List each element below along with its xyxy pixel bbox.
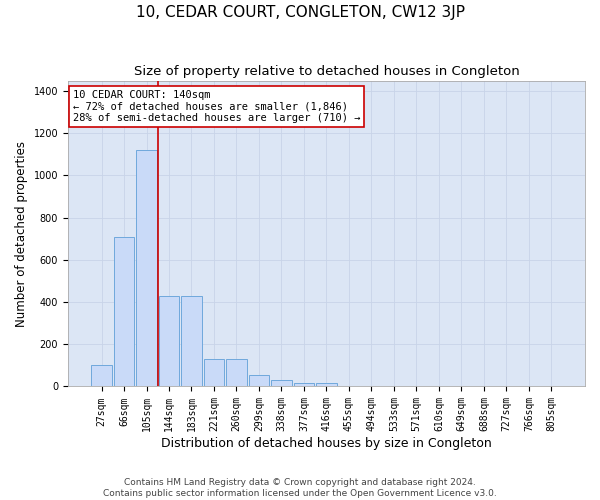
Text: 10 CEDAR COURT: 140sqm
← 72% of detached houses are smaller (1,846)
28% of semi-: 10 CEDAR COURT: 140sqm ← 72% of detached… <box>73 90 361 123</box>
Bar <box>159 296 179 386</box>
Bar <box>114 236 134 386</box>
Bar <box>226 359 247 386</box>
Text: Contains HM Land Registry data © Crown copyright and database right 2024.
Contai: Contains HM Land Registry data © Crown c… <box>103 478 497 498</box>
Title: Size of property relative to detached houses in Congleton: Size of property relative to detached ho… <box>134 65 520 78</box>
Bar <box>136 150 157 386</box>
Bar <box>181 296 202 386</box>
Y-axis label: Number of detached properties: Number of detached properties <box>15 140 28 326</box>
Bar <box>249 375 269 386</box>
Bar <box>294 384 314 386</box>
Text: 10, CEDAR COURT, CONGLETON, CW12 3JP: 10, CEDAR COURT, CONGLETON, CW12 3JP <box>136 5 464 20</box>
Bar <box>204 359 224 386</box>
Bar <box>91 366 112 386</box>
Bar <box>316 384 337 386</box>
X-axis label: Distribution of detached houses by size in Congleton: Distribution of detached houses by size … <box>161 437 492 450</box>
Bar <box>271 380 292 386</box>
